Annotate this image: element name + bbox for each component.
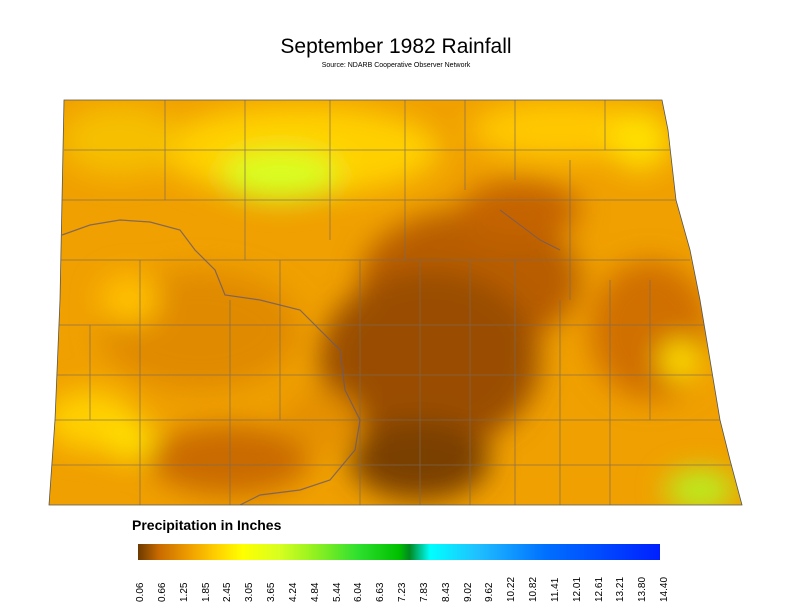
legend-tick-label: 13.80 (637, 576, 649, 602)
legend-tick-label: 0.06 (135, 582, 146, 602)
legend-tick-label: 4.24 (287, 582, 299, 602)
map-title: September 1982 Rainfall (280, 35, 512, 58)
legend-tick-label: 4.84 (309, 582, 321, 602)
legend-color-bar (138, 544, 660, 560)
legend-tick-label: 8.43 (440, 582, 452, 602)
legend-tick-label: 1.25 (178, 582, 190, 602)
legend-tick-label: 3.05 (244, 582, 256, 602)
legend-tick-label: 9.62 (484, 582, 496, 602)
legend-tick-label: 5.44 (331, 582, 343, 602)
legend-tick-label: 2.45 (222, 582, 234, 602)
legend-tick-label: 10.82 (528, 576, 539, 602)
legend-tick-label: 11.41 (549, 577, 561, 602)
legend-tick-label: 9.02 (462, 582, 474, 602)
legend-tick-label: 12.01 (571, 576, 583, 602)
legend-tick-label: 1.85 (200, 582, 212, 602)
legend-tick-label: 7.23 (397, 582, 408, 602)
legend-tick-label: 6.04 (353, 582, 365, 602)
legend-tick-label: 3.65 (266, 582, 277, 602)
legend-tick-label: 10.22 (506, 576, 518, 602)
legend-tick-label: 12.61 (593, 576, 605, 602)
legend-tick-label: 7.83 (418, 582, 430, 602)
map-source: Source: NDARB Cooperative Observer Netwo… (321, 62, 471, 69)
legend-tick-label: 0.66 (156, 582, 168, 602)
legend-tick-label: 6.63 (375, 582, 387, 602)
legend-tick-label: 13.21 (615, 576, 627, 602)
legend-title: Precipitation in Inches (132, 517, 282, 533)
legend-tick-label: 14.40 (659, 576, 670, 602)
